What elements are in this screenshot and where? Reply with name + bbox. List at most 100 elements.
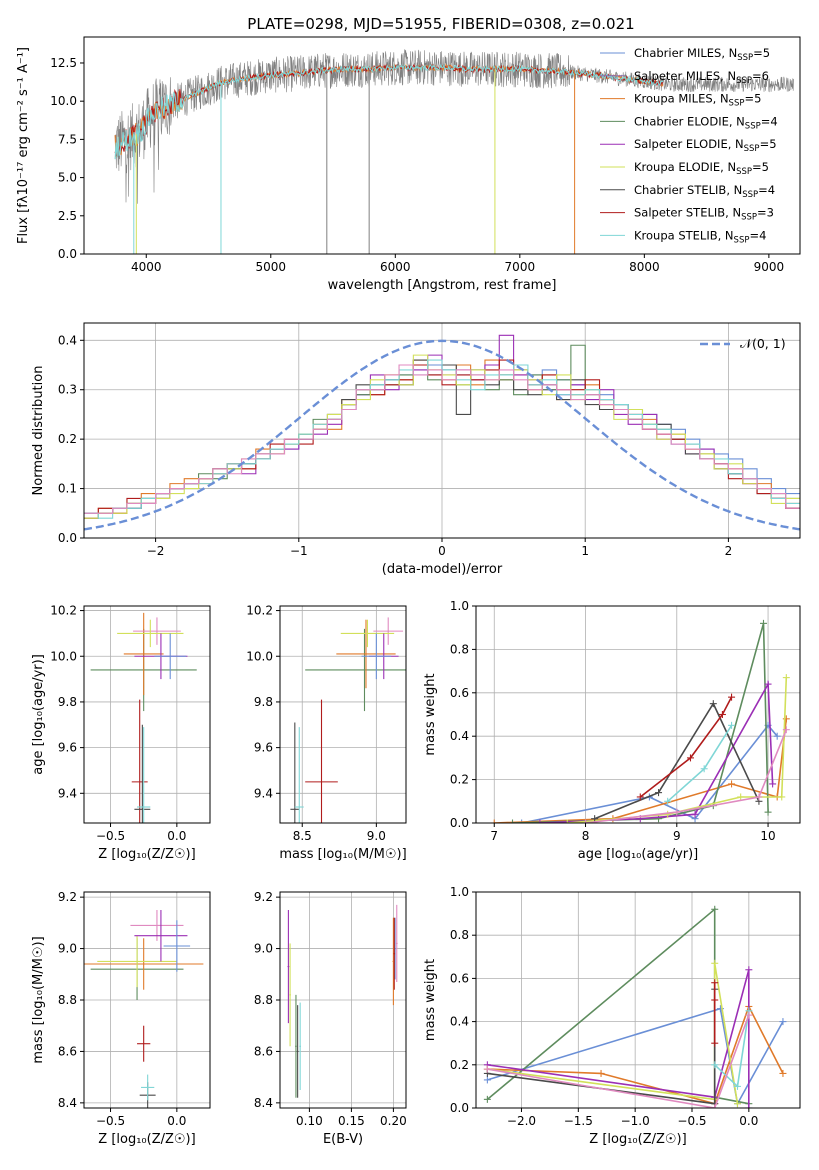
y-tick-label: 1.0 [450,599,469,613]
x-tick-label: 7 [490,829,498,843]
y-tick-label: 9.8 [254,695,273,709]
weight-marker [691,810,699,818]
y-tick-label: 0.4 [58,333,77,347]
weight-marker [779,1069,787,1077]
legend-label: Salpeter MILES, NSSP=6 [634,69,769,86]
x-tick-label: 9000 [754,260,785,274]
y-tick-label: 8.4 [58,1096,77,1110]
weight-marker [728,780,736,788]
x-tick-label: −0.5 [96,1114,125,1128]
y-tick-label: 9.2 [254,890,273,904]
weight-series [594,701,760,820]
errorbar-point [163,920,191,972]
weight-marker [728,721,736,729]
y-tick-label: 0.3 [58,383,77,397]
x-axis-label: mass [log₁₀(M/M☉)] [279,847,406,862]
histogram-series [84,364,800,514]
weight-marker [745,1011,753,1019]
x-axis-label: Z [log₁₀(Z/Z☉)] [98,1132,195,1147]
x-axis-label: age [log₁₀(age/yr)] [578,847,699,862]
figure-title: PLATE=0298, MJD=51955, FIBERID=0308, z=0… [247,15,634,33]
y-tick-label: 12.5 [50,56,77,70]
weight-marker [655,789,663,797]
plot-area [490,619,790,823]
axes-frame [83,36,801,255]
weight-series [512,623,769,823]
weight-marker [728,693,736,701]
x-tick-label: −1.5 [564,1114,593,1128]
errorbar-point [296,1005,299,1098]
weight-series [487,969,750,1108]
weight-marker [582,819,590,823]
weight-marker [711,905,719,913]
legend-label: Kroupa ELODIE, NSSP=5 [634,160,769,177]
weight-marker [655,815,663,823]
x-tick-label: 8.5 [293,829,312,843]
weight-marker [711,959,719,967]
errorbar-point [123,612,164,696]
weight-marker [686,754,694,762]
y-tick-label: 8.8 [58,993,77,1007]
y-tick-label: 9.2 [58,890,77,904]
weight-marker [737,793,745,801]
x-tick-label: 8 [582,829,590,843]
y-tick-label: 0.0 [450,816,469,830]
weight-marker [733,1082,741,1090]
panel-age-vs-mass: 8.5 9.0 9.4 9.6 9.8 10.0 10.2 mass [log₁₀(M/M☉)… [246,604,407,862]
errorbar-point [97,935,177,988]
weight-marker [518,819,526,823]
axes-frame [83,605,211,824]
errorbar-point [361,633,392,680]
x-tick-label: 1 [581,544,589,558]
x-tick-label: −2.0 [507,1114,536,1128]
errorbar-point [336,619,396,689]
x-tick-label: 0.0 [167,829,186,843]
y-tick-label: 10.0 [50,649,77,663]
weight-marker [664,797,672,805]
y-axis-label: age [log₁₀(age/yr)] [31,654,46,775]
errorbar-point [395,904,398,982]
y-tick-label: 0.4 [450,1015,469,1029]
legend-label: Salpeter STELIB, NSSP=3 [634,206,774,223]
weight-marker [591,815,599,823]
x-tick-label: 0.0 [167,1114,186,1128]
x-tick-label: 2 [725,544,733,558]
gaussian-curve [84,339,800,531]
weight-marker [782,674,790,682]
weight-series [539,681,774,823]
weight-marker [711,996,719,1004]
panel-age-vs-Z: −0.5 0.0 9.4 9.6 9.8 10.0 10.2 Z [log₁₀(Z/Z☉)] a… [31,604,211,862]
errorbar-point [393,917,396,990]
y-axis-label: mass weight [423,959,438,1041]
x-tick-label: 9 [673,829,681,843]
y-tick-label: 10.2 [246,604,273,618]
plot-area [114,49,794,254]
x-tick-label: 8000 [629,260,660,274]
errorbar-point [117,619,184,648]
x-axis-label: (data-model)/error [382,562,503,577]
errorbar-point [137,1025,151,1062]
x-tick-label: 5000 [256,260,287,274]
errorbar-point [141,1074,155,1101]
weight-marker [711,1104,719,1108]
y-tick-label: 9.4 [58,786,77,800]
weight-marker [759,619,767,627]
observed-spectrum [114,49,794,204]
y-tick-label: 0.2 [450,1058,469,1072]
y-tick-label: 0.1 [58,482,77,496]
plot-area [290,617,406,823]
weight-marker [483,1065,491,1073]
y-tick-label: 10.0 [246,649,273,663]
model-spectrum [114,63,664,160]
x-axis-label: wavelength [Angstrom, rest frame] [328,278,557,293]
y-tick-label: 1.0 [450,885,469,899]
y-tick-label: 9.0 [58,942,77,956]
y-tick-label: 0.0 [450,1101,469,1115]
weight-marker [664,810,672,818]
weight-marker [709,700,717,708]
weight-marker [745,1104,753,1108]
axes-frame [279,605,407,824]
weight-marker [711,1061,719,1069]
errorbar-point [131,699,148,823]
